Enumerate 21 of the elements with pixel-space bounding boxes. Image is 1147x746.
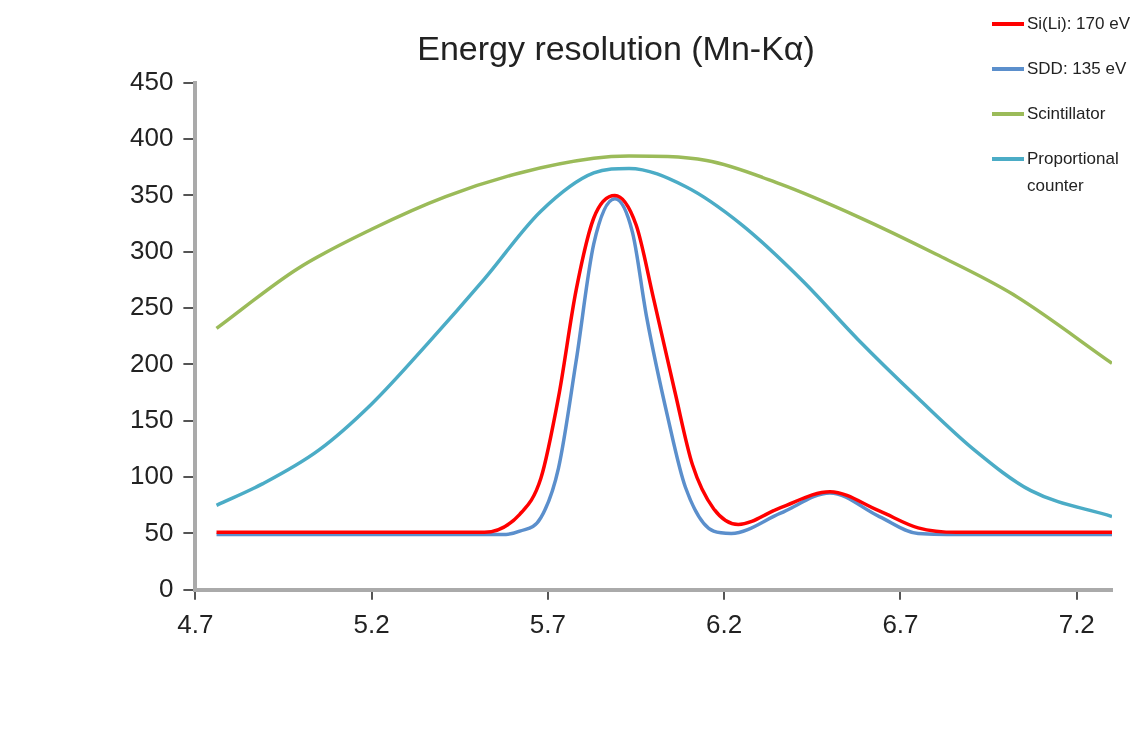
y-tick-label: 400 xyxy=(129,122,174,153)
legend-label: SDD: 135 eV xyxy=(1027,58,1127,80)
y-tick-label: 200 xyxy=(129,347,174,378)
y-tick-label: 150 xyxy=(129,403,174,434)
legend-label: Scintillator xyxy=(1027,103,1106,125)
x-tick-label: 6.7 xyxy=(882,608,919,639)
y-tick-label: 50 xyxy=(144,516,174,547)
chart-title: Energy resolution (Mn-Kα) xyxy=(417,28,815,67)
y-tick-label: 250 xyxy=(129,291,174,322)
y-tick-label: 0 xyxy=(158,572,174,603)
legend-label: Proportional counter xyxy=(1027,148,1120,197)
y-tick-label: 350 xyxy=(129,178,174,209)
x-tick-label: 5.7 xyxy=(529,608,566,639)
x-tick-label: 5.2 xyxy=(353,608,390,639)
legend-label: Si(Li): 170 eV xyxy=(1027,13,1130,35)
x-tick-label: 4.7 xyxy=(177,608,214,639)
x-tick-label: 6.2 xyxy=(706,608,743,639)
y-tick-label: 100 xyxy=(129,460,174,491)
y-tick-label: 450 xyxy=(129,65,174,96)
x-tick-label: 7.2 xyxy=(1058,608,1095,639)
y-tick-label: 300 xyxy=(129,234,174,265)
